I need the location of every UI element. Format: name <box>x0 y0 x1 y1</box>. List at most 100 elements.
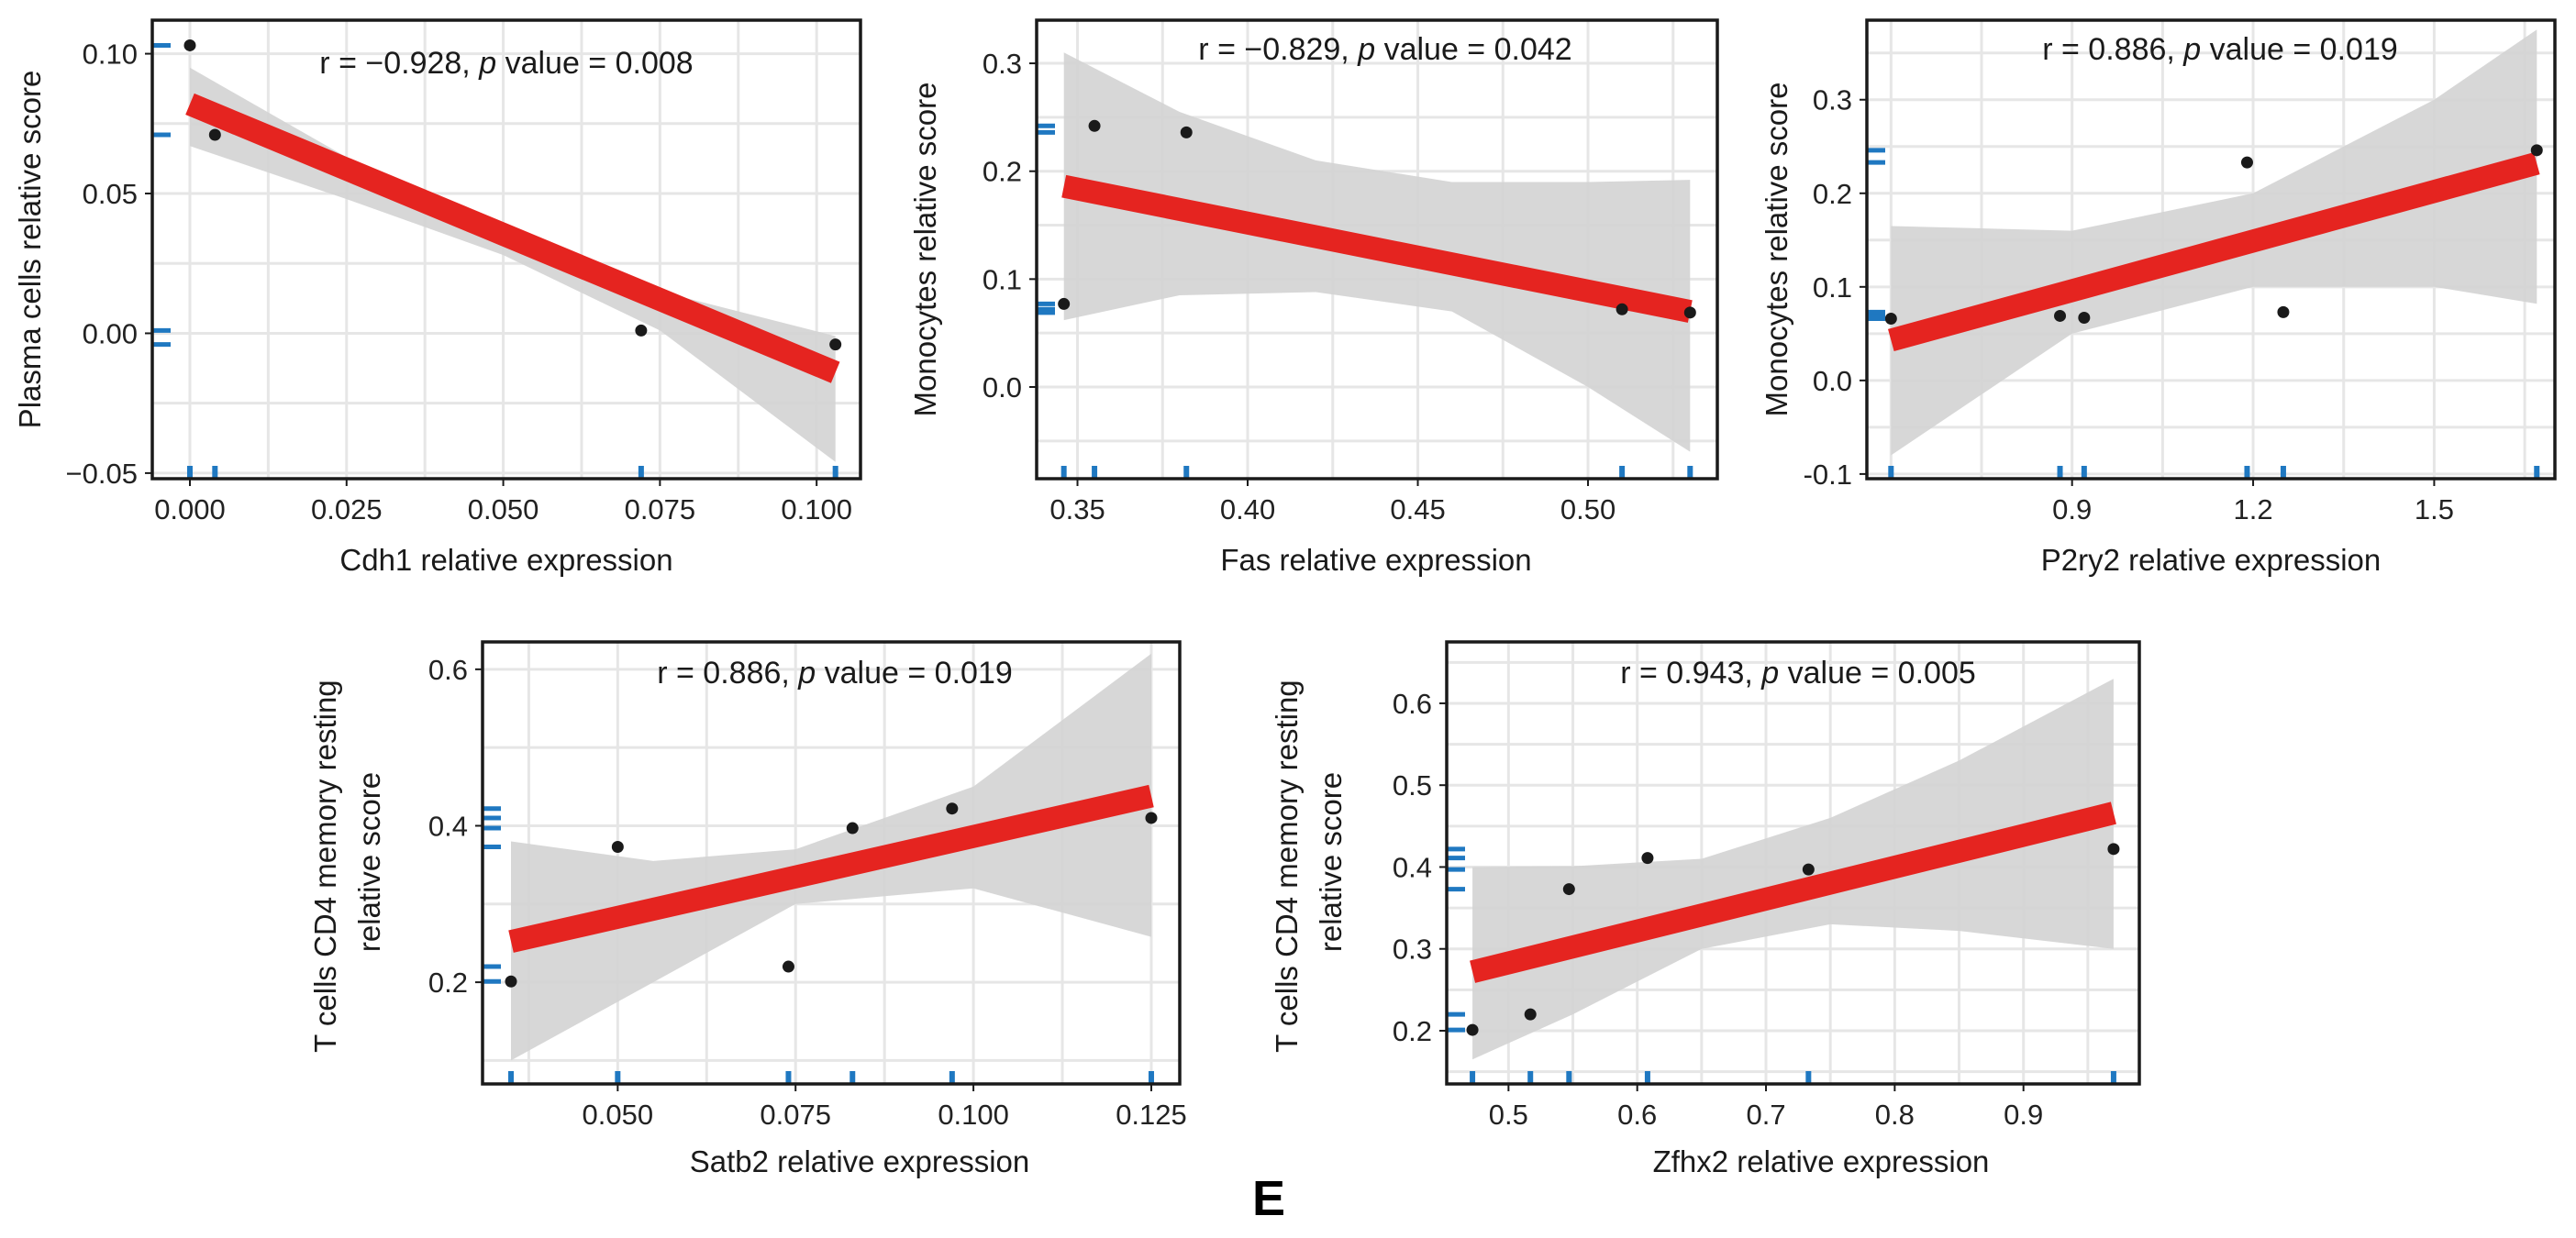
annotation-cdh1: r = −0.928, p value = 0.008 <box>319 46 693 81</box>
panel-fas: 0.35 0.40 0.45 0.50 0.0 0.1 0.2 0.3 r = −0.829,… <box>908 18 1719 577</box>
figure-panel-label: E <box>1252 1171 1285 1226</box>
y-tick-label: 0.2 <box>983 156 1022 188</box>
plot-frame <box>1865 18 2557 481</box>
y-tick-label: 0.4 <box>428 810 468 842</box>
x-tick-label: 0.35 <box>1049 493 1105 525</box>
data-point <box>1616 303 1628 315</box>
data-point <box>2054 309 2067 322</box>
regression-line <box>1061 174 1693 323</box>
data-point <box>2530 144 2543 157</box>
y-tick-label: 0.00 <box>83 317 138 349</box>
data-point <box>2277 305 2290 318</box>
plot-area-fas: 0.35 0.40 0.45 0.50 0.0 0.1 0.2 0.3 <box>983 18 1719 525</box>
y-axis-label-cdh1: Plasma cells relative score <box>13 71 47 429</box>
plot-frame <box>1035 18 1719 481</box>
y-tick-label: 0.2 <box>1393 1015 1432 1047</box>
annotation-zfhx2: r = 0.943, p value = 0.005 <box>1620 656 1976 691</box>
data-point <box>1466 1023 1479 1036</box>
x-axis-label-p2ry2: P2ry2 relative expression <box>2041 543 2382 577</box>
x-tick-label: 0.9 <box>2004 1099 2043 1131</box>
data-point <box>1180 126 1193 138</box>
y-tick-label: 0.6 <box>428 654 468 686</box>
x-tick-label: 0.050 <box>468 493 539 525</box>
y-tick-label: 0.1 <box>983 263 1022 295</box>
y-tick-label: -0.1 <box>1804 459 1852 491</box>
y-axis-label-p2ry2: Monocytes relative score <box>1760 83 1793 417</box>
x-tick-label: 0.075 <box>625 493 696 525</box>
data-point <box>611 841 624 854</box>
y-tick-label: 0.3 <box>1813 84 1852 116</box>
y-tick-label: 0.3 <box>1393 934 1432 966</box>
x-tick-label: 0.6 <box>1617 1099 1657 1131</box>
x-axis-label-cdh1: Cdh1 relative expression <box>339 543 672 577</box>
confidence-band <box>1472 679 2114 1060</box>
y-tick-label: 0.2 <box>1813 178 1852 210</box>
y-tick-label: 0.1 <box>1813 271 1852 304</box>
data-point <box>2107 843 2120 856</box>
annotation-satb2: r = 0.886, p value = 0.019 <box>657 656 1013 691</box>
plot-area-p2ry2: 0.9 1.2 1.5 -0.1 0.0 0.1 0.2 0.3 <box>1804 18 2557 525</box>
y-tick-label: 0.0 <box>1813 365 1852 397</box>
y-tick-label: 0.4 <box>1393 851 1432 883</box>
data-point <box>1145 812 1158 824</box>
x-tick-label: 0.7 <box>1746 1099 1785 1131</box>
y-axis-label-satb2: T cells CD4 memory resting relative scor… <box>308 671 386 1053</box>
y-axis-label-fas: Monocytes relative score <box>908 83 942 417</box>
annotation-p2ry2: r = 0.886, p value = 0.019 <box>2042 32 2398 67</box>
plot-frame <box>481 640 1182 1086</box>
y-tick-label: 0.0 <box>983 371 1022 403</box>
plot-area-zfhx2: 0.5 0.6 0.7 0.8 0.9 0.2 0.3 0.4 0.5 0.6 <box>1393 640 2141 1131</box>
x-tick-label: 0.50 <box>1560 493 1616 525</box>
data-point <box>1562 883 1575 896</box>
data-point <box>846 822 859 835</box>
data-point <box>1088 119 1101 132</box>
x-tick-label: 0.050 <box>583 1099 654 1131</box>
x-tick-label: 0.100 <box>781 493 852 525</box>
panel-cdh1: 0.000 0.025 0.050 0.075 0.100 −0.05 0.00 0.05 0.… <box>13 18 862 577</box>
y-axis-label-zfhx2: T cells CD4 memory resting relative scor… <box>1270 671 1348 1053</box>
regression-line <box>508 784 1154 953</box>
x-axis-label-fas: Fas relative expression <box>1220 543 1531 577</box>
x-tick-label: 0.5 <box>1489 1099 1528 1131</box>
panel-p2ry2: 0.9 1.2 1.5 -0.1 0.0 0.1 0.2 0.3 r = 0.886, p v… <box>1760 18 2557 577</box>
data-point <box>782 960 794 973</box>
data-point <box>1884 313 1897 326</box>
x-tick-label: 0.9 <box>2052 493 2092 525</box>
y-tick-label: 0.6 <box>1393 688 1432 720</box>
plot-area-satb2: 0.050 0.075 0.100 0.125 0.2 0.4 0.6 <box>428 640 1187 1131</box>
x-tick-label: 0.000 <box>154 493 226 525</box>
panel-zfhx2: 0.5 0.6 0.7 0.8 0.9 0.2 0.3 0.4 0.5 0.6 r = 0.943… <box>1270 640 2141 1178</box>
data-point <box>1683 306 1696 319</box>
data-point <box>946 802 959 815</box>
regression-line <box>1888 152 2540 352</box>
data-point <box>1058 297 1071 310</box>
regression-line <box>185 93 840 383</box>
plot-frame <box>1445 640 2141 1086</box>
x-tick-label: 0.125 <box>1116 1099 1187 1131</box>
panel-satb2: 0.050 0.075 0.100 0.125 0.2 0.4 0.6 r = 0.886,… <box>308 640 1187 1178</box>
x-tick-label: 0.45 <box>1390 493 1445 525</box>
y-tick-label: −0.05 <box>66 458 138 490</box>
data-point <box>2240 156 2253 169</box>
regression-line <box>1470 801 2116 983</box>
y-tick-label: 0.05 <box>83 178 138 210</box>
x-tick-label: 1.5 <box>2415 493 2454 525</box>
data-point <box>635 324 648 337</box>
x-tick-label: 0.075 <box>760 1099 831 1131</box>
x-axis-label-satb2: Satb2 relative expression <box>690 1144 1030 1178</box>
data-point <box>1524 1008 1537 1021</box>
x-axis-label-zfhx2: Zfhx2 relative expression <box>1653 1144 1990 1178</box>
annotation-fas: r = −0.829, p value = 0.042 <box>1198 32 1571 67</box>
data-point <box>829 338 842 351</box>
x-tick-label: 0.100 <box>938 1099 1009 1131</box>
y-tick-label: 0.3 <box>983 48 1022 80</box>
x-tick-label: 0.8 <box>1875 1099 1915 1131</box>
plot-frame <box>150 18 862 481</box>
plot-area-cdh1: 0.000 0.025 0.050 0.075 0.100 −0.05 0.00 0.05 0.… <box>66 18 862 525</box>
data-point <box>505 975 517 988</box>
y-tick-label: 0.5 <box>1393 769 1432 801</box>
data-point <box>1641 852 1654 865</box>
x-tick-label: 1.2 <box>2233 493 2272 525</box>
data-point <box>1802 863 1815 876</box>
